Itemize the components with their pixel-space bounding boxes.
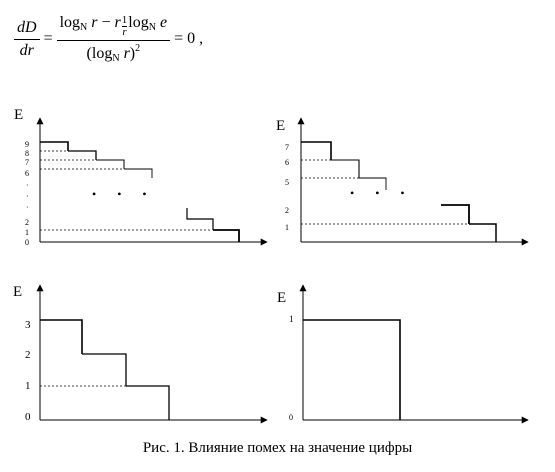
tick-label: 2 — [285, 206, 289, 215]
tick-label: 7 — [285, 143, 289, 152]
axis-label-e: E — [277, 290, 286, 306]
variable-r-2: r — [114, 14, 121, 31]
tick-label: 2 — [25, 349, 31, 361]
tick-label: 1 — [289, 314, 294, 324]
tick-label: 3 — [25, 319, 31, 331]
tick-label: 2 — [25, 218, 29, 227]
tick-label: 1 — [25, 380, 31, 392]
panel-bottom-left: E 3 2 1 0 — [13, 284, 268, 424]
tick-dot: · — [26, 203, 29, 212]
log-base-2: N — [148, 22, 156, 33]
lhs-denominator: dr — [19, 41, 34, 59]
tick-label: 6 — [25, 169, 29, 178]
derivative-formula: dD dr = logN r − r 1 r logN e (logN r)2 = 0… — [14, 6, 314, 72]
panel-top-right: E 7 6 5 2 1 • • • — [276, 117, 529, 246]
minus-sign: − — [101, 14, 111, 31]
rhs-numerator: logN r − r 1 r logN e — [57, 14, 170, 40]
tick-label: 0 — [289, 413, 293, 422]
mini-numerator: 1 — [121, 14, 128, 26]
den-close: ) — [129, 45, 136, 62]
ellipsis: • • • — [350, 186, 414, 200]
axis-label-e: E — [13, 284, 22, 300]
tick-label: 5 — [285, 178, 289, 187]
rhs-fraction: logN r − r 1 r logN e (logN r)2 — [56, 14, 171, 64]
panel-top-left: E 9 8 7 6 · · · 2 1 0 • • • — [14, 107, 268, 247]
lhs-numerator: dD — [17, 18, 37, 36]
tick-label: 1 — [285, 223, 289, 232]
log-word-2: log — [128, 14, 149, 31]
variable-r-1: r — [91, 14, 98, 31]
tick-label: 8 — [25, 149, 29, 158]
tick-label: 7 — [25, 158, 29, 167]
log-word-1: log — [59, 14, 81, 31]
tick-label: 9 — [25, 140, 29, 149]
figure-caption: Рис. 1. Влияние помех на значение цифры — [142, 440, 413, 456]
axis-label-e: E — [276, 118, 285, 134]
tick-label: 6 — [285, 158, 289, 167]
step-charts-figure: E 9 8 7 6 · · · 2 1 0 • • • E — [13, 107, 529, 424]
tick-label: 1 — [25, 228, 29, 237]
equals-zero: = 0 , — [174, 30, 204, 47]
ellipsis: • • • — [92, 187, 156, 201]
mini-denominator: r — [122, 26, 127, 38]
lhs-fraction: dD dr — [14, 19, 40, 60]
tick-dot: · — [26, 181, 29, 190]
den-log-base: N — [112, 53, 120, 64]
den-exponent: 2 — [135, 43, 141, 54]
rhs-denominator: (logN r)2 — [84, 41, 144, 64]
tick-dot: · — [26, 192, 29, 201]
den-variable-r: r — [123, 45, 130, 62]
tick-label: 0 — [25, 238, 29, 247]
variable-e: e — [159, 14, 168, 31]
axis-label-e: E — [14, 107, 23, 123]
log-base-1: N — [80, 22, 88, 33]
den-open: (log — [86, 45, 113, 62]
tick-label: 0 — [25, 411, 31, 423]
panel-bottom-right: E 1 0 — [277, 284, 529, 424]
equals-sign: = — [43, 30, 53, 47]
